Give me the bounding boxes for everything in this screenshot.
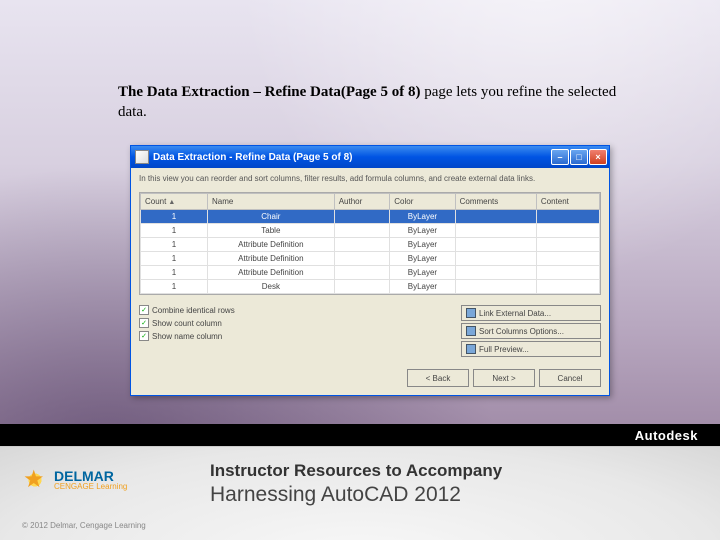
table-cell[interactable]: 1 — [141, 266, 208, 280]
checkbox-icon[interactable]: ✓ — [139, 305, 149, 315]
table-cell[interactable] — [334, 210, 390, 224]
table-cell[interactable] — [536, 252, 599, 266]
table-cell[interactable]: 1 — [141, 280, 208, 294]
button-label: Sort Columns Options... — [479, 327, 564, 336]
delmar-logo: DELMAR CENGAGE Learning — [54, 469, 127, 491]
table-cell[interactable]: 1 — [141, 252, 208, 266]
footer-title: Instructor Resources to Accompany Harnes… — [210, 461, 502, 507]
table-cell[interactable]: 1 — [141, 224, 208, 238]
table-cell[interactable]: Attribute Definition — [207, 266, 334, 280]
footer-line1: Instructor Resources to Accompany — [210, 461, 502, 481]
table-row[interactable]: 1Attribute Definition ByLayer — [141, 252, 600, 266]
checkbox-item[interactable]: ✓Show name column — [139, 331, 235, 341]
table-cell[interactable] — [536, 266, 599, 280]
column-header[interactable]: Author — [334, 194, 390, 210]
button-label: Full Preview... — [479, 345, 529, 354]
table-cell[interactable]: ByLayer — [390, 280, 455, 294]
black-band — [0, 424, 720, 446]
table-cell[interactable] — [334, 266, 390, 280]
side-button[interactable]: Link External Data... — [461, 305, 601, 321]
button-icon — [466, 326, 476, 336]
checkbox-group: ✓Combine identical rows✓Show count colum… — [139, 305, 235, 357]
checkbox-icon[interactable]: ✓ — [139, 318, 149, 328]
table-cell[interactable]: Table — [207, 224, 334, 238]
table-row[interactable]: 1Attribute Definition ByLayer — [141, 238, 600, 252]
table-cell[interactable] — [536, 210, 599, 224]
column-header[interactable]: Name — [207, 194, 334, 210]
button-label: Link External Data... — [479, 309, 551, 318]
nav-button-group: < BackNext >Cancel — [139, 369, 601, 387]
table-cell[interactable]: Attribute Definition — [207, 238, 334, 252]
column-header[interactable]: Color — [390, 194, 455, 210]
table-cell[interactable] — [455, 280, 536, 294]
table-cell[interactable]: Attribute Definition — [207, 252, 334, 266]
column-header[interactable]: Content — [536, 194, 599, 210]
minimize-button[interactable]: – — [551, 149, 569, 165]
instruction-text: In this view you can reorder and sort co… — [139, 174, 601, 184]
button-icon — [466, 308, 476, 318]
data-extraction-dialog: Data Extraction - Refine Data (Page 5 of… — [130, 145, 610, 396]
table-cell[interactable] — [455, 252, 536, 266]
side-button-group: Link External Data... Sort Columns Option… — [461, 305, 601, 357]
table-cell[interactable] — [455, 238, 536, 252]
checkbox-icon[interactable]: ✓ — [139, 331, 149, 341]
table-cell[interactable] — [334, 238, 390, 252]
star-icon — [22, 467, 48, 493]
titlebar-text: Data Extraction - Refine Data (Page 5 of… — [153, 152, 551, 163]
footer-line2: Harnessing AutoCAD 2012 — [210, 483, 502, 507]
table-cell[interactable]: Desk — [207, 280, 334, 294]
autodesk-logo: Autodesk — [635, 428, 698, 443]
table-cell[interactable]: 1 — [141, 238, 208, 252]
checkbox-item[interactable]: ✓Combine identical rows — [139, 305, 235, 315]
table-row[interactable]: 1Table ByLayer — [141, 224, 600, 238]
footer: DELMAR CENGAGE Learning © 2012 Delmar, C… — [0, 446, 720, 540]
table-cell[interactable] — [334, 252, 390, 266]
table-cell[interactable]: ByLayer — [390, 266, 455, 280]
table-cell[interactable] — [536, 224, 599, 238]
checkbox-label: Combine identical rows — [152, 306, 235, 315]
close-button[interactable]: × — [589, 149, 607, 165]
table-cell[interactable] — [455, 266, 536, 280]
intro-text: The Data Extraction – Refine Data(Page 5… — [118, 82, 618, 123]
table-cell[interactable] — [455, 210, 536, 224]
checkbox-label: Show count column — [152, 319, 222, 328]
app-icon — [135, 150, 149, 164]
nav-button[interactable]: < Back — [407, 369, 469, 387]
table-cell[interactable]: Chair — [207, 210, 334, 224]
nav-button[interactable]: Next > — [473, 369, 535, 387]
table-cell[interactable] — [334, 280, 390, 294]
brand-sub: CENGAGE Learning — [54, 483, 127, 491]
column-header[interactable]: Count▲ — [141, 194, 208, 210]
table-cell[interactable]: ByLayer — [390, 210, 455, 224]
table-cell[interactable]: 1 — [141, 210, 208, 224]
table-cell[interactable] — [536, 280, 599, 294]
table-cell[interactable] — [536, 238, 599, 252]
table-row[interactable]: 1Chair ByLayer — [141, 210, 600, 224]
side-button[interactable]: Sort Columns Options... — [461, 323, 601, 339]
titlebar[interactable]: Data Extraction - Refine Data (Page 5 of… — [131, 146, 609, 168]
table-cell[interactable]: ByLayer — [390, 238, 455, 252]
column-header[interactable]: Comments — [455, 194, 536, 210]
copyright-text: © 2012 Delmar, Cengage Learning — [22, 521, 146, 530]
table-cell[interactable]: ByLayer — [390, 252, 455, 266]
nav-button[interactable]: Cancel — [539, 369, 601, 387]
data-table[interactable]: Count▲NameAuthorColorCommentsContent 1Ch… — [139, 192, 601, 295]
checkbox-label: Show name column — [152, 332, 222, 341]
table-cell[interactable]: ByLayer — [390, 224, 455, 238]
table-cell[interactable] — [455, 224, 536, 238]
button-icon — [466, 344, 476, 354]
maximize-button[interactable]: □ — [570, 149, 588, 165]
table-row[interactable]: 1Desk ByLayer — [141, 280, 600, 294]
side-button[interactable]: Full Preview... — [461, 341, 601, 357]
table-row[interactable]: 1Attribute Definition ByLayer — [141, 266, 600, 280]
intro-bold: The Data Extraction – Refine Data(Page 5… — [118, 84, 420, 100]
checkbox-item[interactable]: ✓Show count column — [139, 318, 235, 328]
table-cell[interactable] — [334, 224, 390, 238]
